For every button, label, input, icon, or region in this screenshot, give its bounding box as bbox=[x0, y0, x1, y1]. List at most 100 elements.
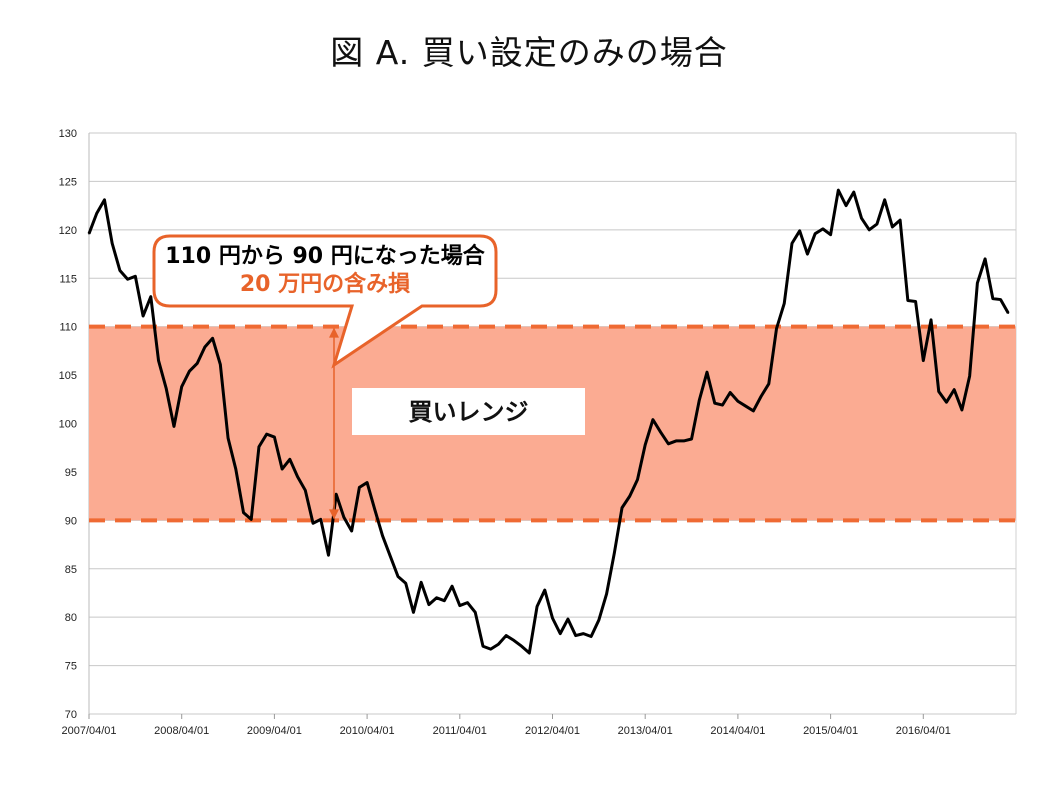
data-point bbox=[312, 522, 314, 525]
data-point bbox=[582, 632, 585, 635]
data-point bbox=[760, 395, 762, 398]
callout-line1: 110 円から 90 円になった場合 bbox=[165, 243, 486, 269]
data-point bbox=[613, 552, 616, 555]
data-point bbox=[489, 648, 492, 650]
data-point bbox=[636, 478, 639, 481]
data-point bbox=[474, 611, 477, 614]
data-point bbox=[598, 619, 600, 621]
data-point bbox=[907, 299, 909, 302]
data-point bbox=[543, 589, 546, 591]
data-point bbox=[567, 618, 569, 620]
data-point bbox=[822, 228, 824, 230]
data-point bbox=[95, 212, 98, 215]
data-point bbox=[621, 506, 623, 509]
data-point bbox=[922, 359, 925, 362]
range-label: 買いレンジ bbox=[409, 398, 529, 426]
data-point bbox=[242, 511, 245, 514]
data-point bbox=[111, 242, 113, 245]
data-point bbox=[459, 604, 461, 607]
data-point bbox=[752, 410, 755, 412]
data-point bbox=[683, 440, 685, 442]
data-point bbox=[350, 530, 353, 532]
data-point bbox=[482, 645, 484, 648]
data-point bbox=[374, 508, 376, 511]
range-label-box bbox=[352, 388, 585, 435]
data-point bbox=[814, 232, 816, 235]
data-point bbox=[713, 402, 716, 404]
series bbox=[87, 188, 1010, 655]
data-point bbox=[443, 599, 446, 602]
data-point bbox=[180, 385, 183, 388]
data-point bbox=[590, 635, 592, 638]
data-point bbox=[265, 433, 268, 435]
data-point bbox=[381, 535, 384, 537]
data-point bbox=[165, 387, 168, 390]
data-point bbox=[574, 634, 577, 637]
data-point bbox=[551, 617, 554, 619]
y-tick-label: 105 bbox=[59, 370, 77, 382]
y-tick-label: 130 bbox=[59, 128, 77, 140]
data-point bbox=[644, 444, 646, 446]
x-tick-label: 2007/04/01 bbox=[61, 725, 116, 737]
y-tick-label: 85 bbox=[65, 564, 77, 576]
data-point bbox=[860, 217, 863, 220]
data-point bbox=[103, 199, 106, 201]
data-point bbox=[428, 603, 430, 606]
data-point bbox=[404, 582, 407, 585]
data-point bbox=[937, 390, 940, 393]
data-point bbox=[852, 191, 855, 193]
data-point bbox=[126, 278, 129, 281]
data-point bbox=[466, 601, 469, 604]
data-point bbox=[783, 302, 786, 305]
data-point bbox=[497, 643, 500, 646]
data-point bbox=[150, 295, 152, 298]
data-point bbox=[845, 204, 847, 207]
data-point bbox=[675, 440, 677, 442]
data-point bbox=[412, 611, 415, 614]
data-point bbox=[304, 489, 307, 492]
data-point bbox=[652, 418, 654, 421]
data-point bbox=[837, 189, 840, 191]
data-point bbox=[227, 437, 229, 439]
y-tick-label: 80 bbox=[65, 612, 77, 624]
y-axis: 70 75 80 85 90 95 100 105 110 115 120 125 130 bbox=[59, 128, 77, 721]
series-line bbox=[87, 188, 1010, 655]
x-tick-label: 2009/04/01 bbox=[247, 725, 302, 737]
data-point bbox=[953, 388, 955, 391]
data-point bbox=[768, 382, 770, 385]
data-point bbox=[984, 258, 986, 260]
callout-line2: 20 万円の含み損 bbox=[240, 271, 411, 297]
data-point bbox=[992, 297, 994, 300]
x-tick-label: 2016/04/01 bbox=[896, 725, 951, 737]
data-point bbox=[744, 405, 747, 407]
x-tick-label: 2015/04/01 bbox=[803, 725, 858, 737]
y-tick-label: 110 bbox=[59, 322, 77, 334]
data-point bbox=[389, 555, 392, 557]
data-point bbox=[319, 518, 322, 521]
data-point bbox=[690, 438, 693, 440]
data-point bbox=[891, 226, 894, 228]
y-tick-label: 95 bbox=[65, 467, 77, 479]
data-point bbox=[806, 253, 809, 255]
x-tick-label: 2012/04/01 bbox=[525, 725, 580, 737]
data-point bbox=[659, 431, 662, 434]
data-point bbox=[605, 593, 608, 595]
y-tick-label: 100 bbox=[59, 419, 77, 431]
loss-arrow-head-top bbox=[329, 327, 339, 338]
data-point bbox=[327, 554, 330, 556]
data-point bbox=[119, 269, 121, 272]
data-point bbox=[289, 458, 291, 461]
data-point bbox=[173, 425, 175, 428]
data-point bbox=[273, 436, 276, 438]
data-point bbox=[899, 219, 901, 221]
data-point bbox=[1007, 312, 1010, 314]
data-point bbox=[296, 475, 299, 478]
data-point bbox=[976, 282, 979, 284]
data-point bbox=[520, 645, 523, 648]
data-point bbox=[667, 443, 670, 445]
data-point bbox=[134, 275, 137, 278]
y-tick-label: 75 bbox=[65, 661, 77, 673]
data-point bbox=[358, 486, 361, 489]
